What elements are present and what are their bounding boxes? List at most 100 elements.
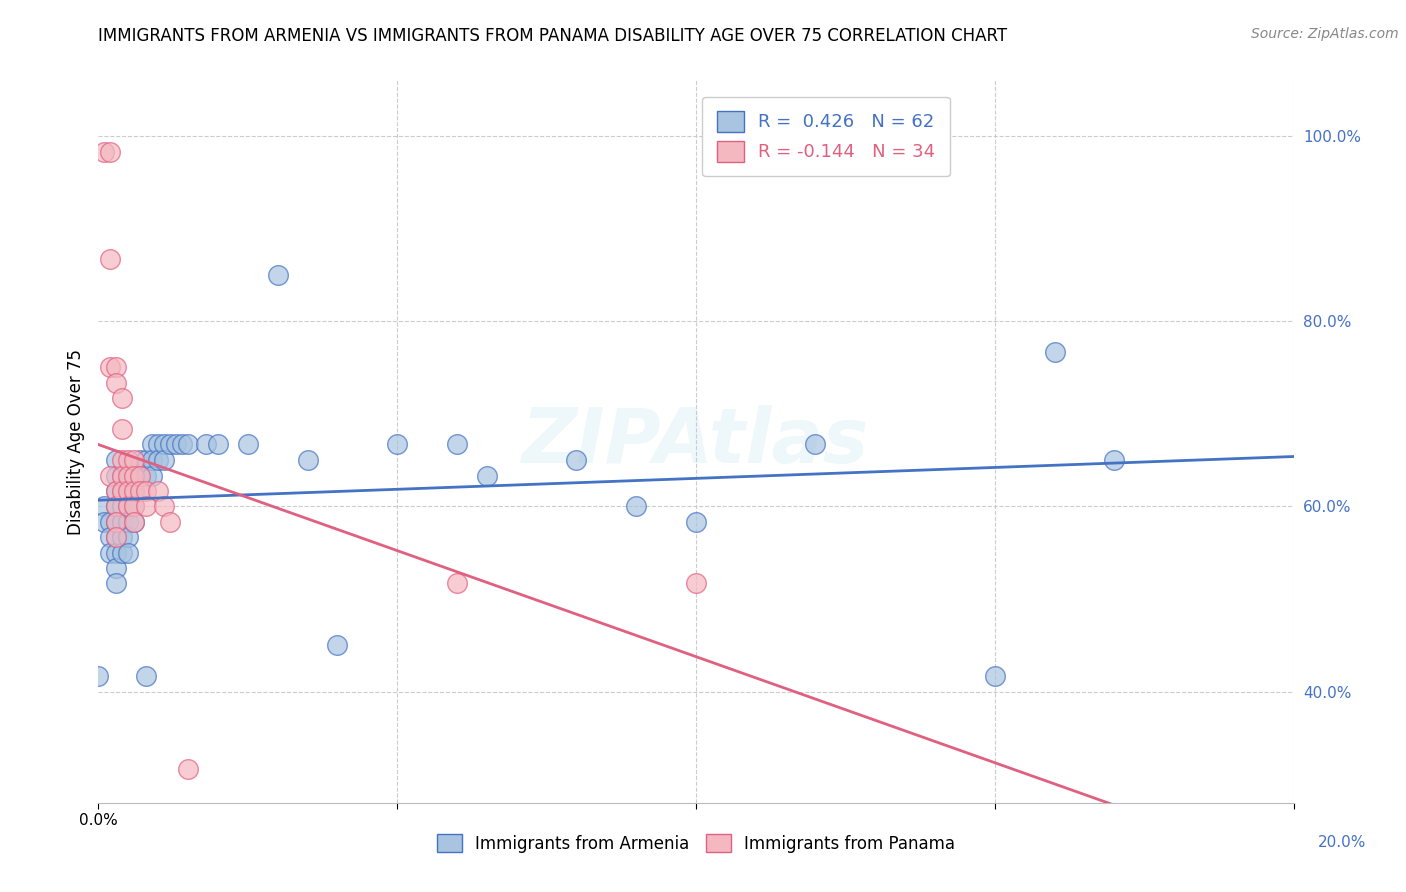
Text: Source: ZipAtlas.com: Source: ZipAtlas.com xyxy=(1251,27,1399,41)
Point xyxy=(685,515,707,529)
Point xyxy=(105,468,128,483)
Text: ZIPAtlas: ZIPAtlas xyxy=(522,405,870,478)
Point xyxy=(98,468,122,483)
Point xyxy=(267,268,290,282)
Point xyxy=(105,500,128,514)
Point xyxy=(135,453,157,467)
Point xyxy=(385,437,409,451)
Point xyxy=(129,468,152,483)
Y-axis label: Disability Age Over 75: Disability Age Over 75 xyxy=(66,349,84,534)
Point xyxy=(124,468,146,483)
Point xyxy=(105,453,128,467)
Point xyxy=(105,376,128,391)
Point xyxy=(159,515,181,529)
Point xyxy=(135,669,157,683)
Point xyxy=(117,453,139,467)
Point xyxy=(326,638,349,652)
Point xyxy=(148,483,170,498)
Point xyxy=(117,530,139,544)
Point xyxy=(105,515,128,529)
Point xyxy=(105,483,128,498)
Point xyxy=(148,437,170,451)
Point xyxy=(685,576,707,591)
Point xyxy=(159,437,181,451)
Point xyxy=(87,669,110,683)
Point xyxy=(129,453,152,467)
Point xyxy=(111,453,134,467)
Point xyxy=(626,500,648,514)
Point xyxy=(165,437,187,451)
Point xyxy=(804,437,827,451)
Point xyxy=(207,437,229,451)
Point xyxy=(124,483,146,498)
Point xyxy=(135,468,157,483)
Point xyxy=(111,515,134,529)
Point xyxy=(117,500,139,514)
Point xyxy=(124,500,146,514)
Point xyxy=(135,500,157,514)
Point xyxy=(141,437,163,451)
Legend: Immigrants from Armenia, Immigrants from Panama: Immigrants from Armenia, Immigrants from… xyxy=(430,828,962,860)
Point xyxy=(124,500,146,514)
Point xyxy=(105,515,128,529)
Point xyxy=(98,252,122,266)
Point xyxy=(98,546,122,560)
Point xyxy=(98,145,122,159)
Point xyxy=(105,483,128,498)
Point xyxy=(1163,808,1185,822)
Point xyxy=(117,546,139,560)
Point xyxy=(93,515,115,529)
Point xyxy=(93,145,115,159)
Text: 20.0%: 20.0% xyxy=(1317,835,1365,850)
Point xyxy=(984,669,1007,683)
Point xyxy=(141,453,163,467)
Point xyxy=(475,468,498,483)
Point xyxy=(98,515,122,529)
Point xyxy=(111,530,134,544)
Point xyxy=(177,437,200,451)
Point xyxy=(111,483,134,498)
Point xyxy=(111,500,134,514)
Point xyxy=(195,437,218,451)
Point xyxy=(565,453,588,467)
Point xyxy=(129,483,152,498)
Point xyxy=(117,483,139,498)
Point xyxy=(111,546,134,560)
Point xyxy=(117,500,139,514)
Point xyxy=(129,468,152,483)
Point xyxy=(117,468,139,483)
Point xyxy=(446,576,468,591)
Point xyxy=(117,468,139,483)
Point xyxy=(98,360,122,375)
Point xyxy=(1043,344,1066,359)
Point xyxy=(105,561,128,575)
Point xyxy=(1104,808,1126,822)
Point xyxy=(111,391,134,405)
Point xyxy=(124,483,146,498)
Point xyxy=(124,515,146,529)
Point xyxy=(93,500,115,514)
Point xyxy=(124,515,146,529)
Point xyxy=(105,576,128,591)
Point xyxy=(172,437,194,451)
Point xyxy=(117,483,139,498)
Point xyxy=(105,500,128,514)
Point xyxy=(177,762,200,776)
Point xyxy=(124,453,146,467)
Point xyxy=(111,423,134,437)
Point xyxy=(135,483,157,498)
Point xyxy=(1104,453,1126,467)
Point xyxy=(236,437,259,451)
Point xyxy=(297,453,319,467)
Point xyxy=(105,530,128,544)
Point xyxy=(141,468,163,483)
Point xyxy=(153,500,176,514)
Text: IMMIGRANTS FROM ARMENIA VS IMMIGRANTS FROM PANAMA DISABILITY AGE OVER 75 CORRELA: IMMIGRANTS FROM ARMENIA VS IMMIGRANTS FR… xyxy=(98,27,1008,45)
Point xyxy=(111,483,134,498)
Point xyxy=(105,530,128,544)
Point xyxy=(105,546,128,560)
Point xyxy=(446,437,468,451)
Point xyxy=(153,437,176,451)
Point xyxy=(124,468,146,483)
Point xyxy=(153,453,176,467)
